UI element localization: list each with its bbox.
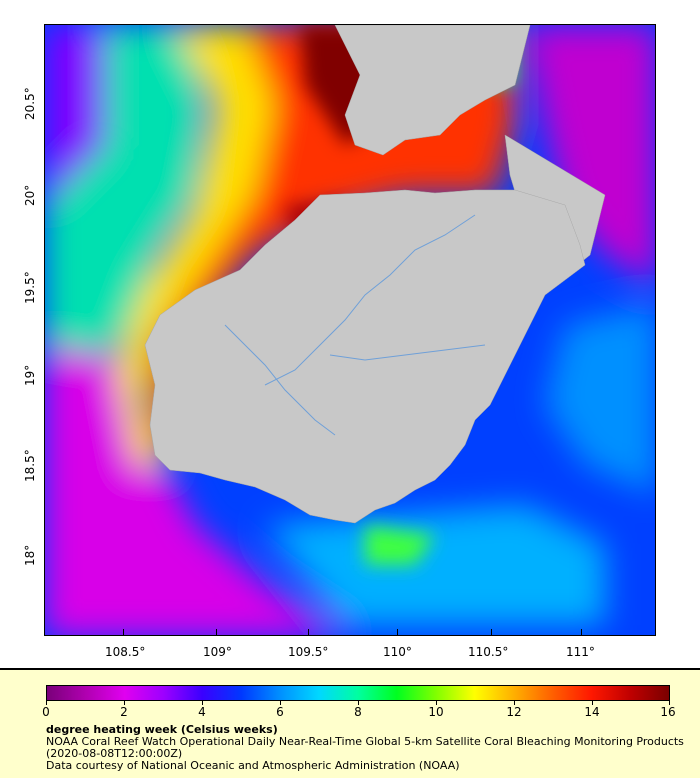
x-tick-label: 109.5° [288,645,329,659]
map-plot-area [44,24,656,636]
river-central [329,344,486,361]
colorbar-tick-label: 8 [354,705,362,719]
y-tick-label: 20° [23,184,37,206]
y-tick-label: 20.5° [23,87,37,120]
colorbar-tick-label: 6 [276,705,284,719]
x-tick-mark [308,629,309,635]
x-tick-label: 111° [566,645,595,659]
legend-title: degree heating week (Celsius weeks) [46,723,278,736]
colorbar-tick-mark [124,701,125,705]
colorbar-tick-label: 16 [660,705,676,719]
colorbar-tick-label: 14 [584,705,600,719]
river-west [224,324,336,436]
degree-heating-week-map [45,25,655,635]
mainland-landmass [334,25,531,156]
colorbar-tick-mark [46,701,47,705]
rivers [224,214,486,436]
x-tick-label: 110° [383,645,412,659]
colorbar-tick-mark [669,701,670,705]
hainan-island [144,189,586,524]
y-tick-label: 19.5° [23,271,37,304]
colorbar-tick-mark [514,701,515,705]
ocean-region-east [525,25,655,284]
legend-text: degree heating week (Celsius weeks) NOAA… [46,724,684,772]
colorbar-tick-mark [592,701,593,705]
legend-panel: 0 2 4 6 8 10 12 14 16 degree heating wee… [0,668,700,778]
x-tick-mark [216,629,217,635]
x-tick-label: 108.5° [105,645,146,659]
colorbar-tick-mark [436,701,437,705]
colorbar-tick-label: 10 [428,705,444,719]
colorbar-tick-mark [358,701,359,705]
ocean-region-south-cyan [265,505,605,625]
ocean-region-yellow-band [115,25,275,465]
x-tick-label: 109° [203,645,232,659]
x-tick-mark [581,629,582,635]
ocean-region-east-cyan [545,305,655,495]
colorbar-tick-label: 4 [198,705,206,719]
ocean-region-south-green [365,525,435,565]
colorbar-tick-label: 2 [120,705,128,719]
colorbar-tick-mark [202,701,203,705]
x-tick-mark [491,629,492,635]
legend-date-line: (2020-08-08T12:00:00Z) [46,747,183,760]
colorbar [46,685,670,701]
colorbar-tick-label: 12 [506,705,522,719]
legend-source-line: NOAA Coral Reef Watch Operational Daily … [46,735,684,748]
y-tick-label: 19° [23,364,37,386]
x-tick-mark [123,629,124,635]
ocean-region-northwest [45,25,105,205]
x-tick-mark [397,629,398,635]
legend-credit-line: Data courtesy of National Oceanic and At… [46,759,460,772]
x-tick-label: 110.5° [468,645,509,659]
river-north [264,214,476,386]
ocean-region-southwest [45,345,342,635]
colorbar-tick-label: 0 [42,705,50,719]
y-tick-label: 18.5° [23,449,37,482]
colorbar-tick-mark [280,701,281,705]
y-tick-label: 18° [23,544,37,566]
